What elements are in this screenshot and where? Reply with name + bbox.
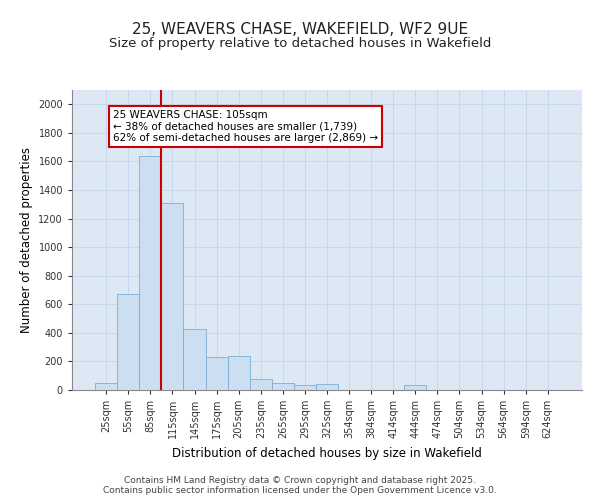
- Bar: [184, 328, 206, 390]
- Bar: [95, 383, 117, 390]
- Bar: [117, 294, 139, 390]
- Bar: [272, 383, 294, 390]
- Bar: [227, 356, 250, 390]
- Bar: [139, 156, 161, 390]
- Bar: [206, 357, 227, 390]
- Text: Size of property relative to detached houses in Wakefield: Size of property relative to detached ho…: [109, 38, 491, 51]
- Bar: [161, 203, 184, 390]
- Y-axis label: Number of detached properties: Number of detached properties: [20, 147, 33, 333]
- Bar: [404, 385, 427, 390]
- Bar: [316, 384, 338, 390]
- Text: Contains HM Land Registry data © Crown copyright and database right 2025.
Contai: Contains HM Land Registry data © Crown c…: [103, 476, 497, 495]
- Bar: [250, 378, 272, 390]
- X-axis label: Distribution of detached houses by size in Wakefield: Distribution of detached houses by size …: [172, 446, 482, 460]
- Bar: [294, 385, 316, 390]
- Text: 25 WEAVERS CHASE: 105sqm
← 38% of detached houses are smaller (1,739)
62% of sem: 25 WEAVERS CHASE: 105sqm ← 38% of detach…: [113, 110, 378, 143]
- Text: 25, WEAVERS CHASE, WAKEFIELD, WF2 9UE: 25, WEAVERS CHASE, WAKEFIELD, WF2 9UE: [132, 22, 468, 38]
